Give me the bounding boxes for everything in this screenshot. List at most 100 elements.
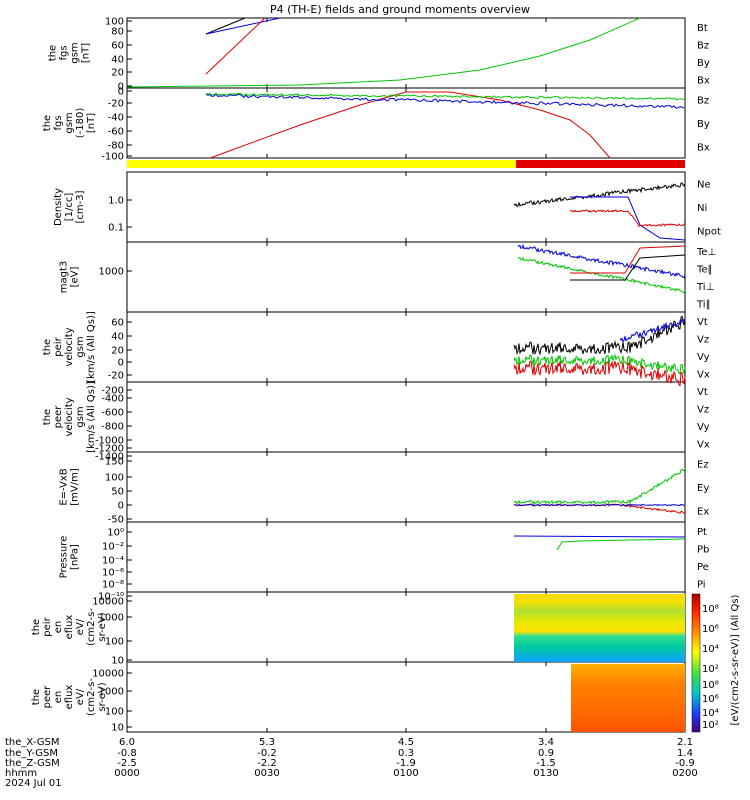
y-axis-label: peir xyxy=(53,336,64,356)
y-axis-label: gsm xyxy=(75,406,86,427)
colorbar-tick: 10² xyxy=(702,720,719,731)
y-tick-label: 10 xyxy=(111,723,124,734)
legend-entry: Vy xyxy=(697,352,710,363)
y-tick-label: 60 xyxy=(111,318,124,329)
y-tick-label: 100 xyxy=(105,473,124,484)
y-axis-label: the xyxy=(42,409,53,425)
y-axis-label: the xyxy=(31,619,42,635)
legend-entry: Pe xyxy=(697,562,709,573)
y-axis-label: gsm xyxy=(64,112,75,133)
series-ni xyxy=(513,182,686,208)
panel-frame xyxy=(126,311,686,383)
y-tick-label: 10⁻² xyxy=(102,542,124,553)
legend-entry: Ni xyxy=(697,203,707,214)
x-axis-value: -2.5 xyxy=(117,758,137,769)
y-tick-label: 20 xyxy=(111,68,124,79)
colorbar-tick: 10⁴ xyxy=(702,644,719,655)
series-ey xyxy=(513,468,686,505)
y-tick-label: -1200 xyxy=(95,444,124,455)
x-axis-row-label: hhmm xyxy=(5,768,37,779)
series-bz xyxy=(205,17,266,75)
spectrogram-electron xyxy=(571,664,685,732)
series-bx xyxy=(205,17,281,35)
y-tick-label: 1000 xyxy=(99,613,124,624)
y-tick-label: -40 xyxy=(108,113,124,124)
y-axis-label: [cm-3] xyxy=(75,190,86,223)
x-axis-value: 0130 xyxy=(533,768,558,779)
y-axis-label: gsm xyxy=(70,42,81,63)
x-axis-value: 0100 xyxy=(393,768,418,779)
x-axis-value: -1.9 xyxy=(396,758,416,769)
panel-frame xyxy=(126,241,686,313)
x-axis-row-label: the_X-GSM xyxy=(5,737,59,748)
y-tick-label: 10⁰ xyxy=(107,528,124,539)
legend-entry: Vt xyxy=(697,317,708,328)
x-axis-value: 0200 xyxy=(672,768,697,779)
series-bx-neg xyxy=(205,93,685,109)
y-axis-label: en xyxy=(53,691,64,704)
x-axis-value: 2.1 xyxy=(677,737,693,748)
y-tick-label: -60 xyxy=(108,127,124,138)
y-tick-label: 20 xyxy=(111,346,124,357)
series-vy xyxy=(513,353,686,375)
legend-entry: Ez xyxy=(697,460,709,471)
y-axis-label: [nPa] xyxy=(70,544,81,570)
y-tick-label: 0.1 xyxy=(108,223,124,234)
y-tick-label: 0 xyxy=(118,87,124,98)
y-axis-label: the xyxy=(42,339,53,355)
series-by xyxy=(126,17,641,88)
x-axis-value: 0.3 xyxy=(398,748,414,759)
legend-entry: Vx xyxy=(697,439,710,450)
y-axis-label: [mV/m] xyxy=(70,468,81,506)
x-axis-value: 0000 xyxy=(114,768,139,779)
colorbar-tick: 10² xyxy=(702,664,719,675)
x-axis-value: 5.3 xyxy=(259,737,275,748)
x-axis-value: -0.8 xyxy=(117,748,137,759)
y-tick-label: 10⁻⁴ xyxy=(102,556,124,567)
colorbar-label: [eV/(cm2-s-sr-eV)] (All Qs) xyxy=(730,594,741,725)
y-tick-label: -800 xyxy=(101,422,124,433)
legend-entry: Bt xyxy=(697,23,708,34)
series-pi xyxy=(513,535,686,538)
x-axis-row-label: the_Z-GSM xyxy=(5,758,60,769)
y-tick-label: 10⁻⁸ xyxy=(102,580,124,591)
series-te-perp xyxy=(570,245,686,274)
x-axis-value: -0.9 xyxy=(675,758,695,769)
series-ex xyxy=(513,503,686,507)
panel-frame xyxy=(126,17,686,89)
y-tick-label: 10⁻¹⁰ xyxy=(98,592,124,603)
colorbar-tick: 10⁸ xyxy=(702,604,719,615)
y-axis-label: sr-eV) xyxy=(97,682,108,711)
y-tick-label: 10 xyxy=(111,656,124,667)
colorbar: 10⁸10⁶10⁴10²10⁸10⁶10⁴10²[eV/(cm2-s-sr-eV… xyxy=(691,593,741,733)
y-tick-label: -1400 xyxy=(95,452,124,463)
status-bar-yellow xyxy=(127,160,516,168)
y-tick-label: 150 xyxy=(105,457,124,468)
x-axis-value: 6.0 xyxy=(119,737,135,748)
legend-entry: Te⊥ xyxy=(696,247,716,258)
y-axis-label: eflux xyxy=(64,615,75,640)
y-tick-label: -400 xyxy=(101,394,124,405)
y-axis-label: fgs xyxy=(53,115,64,130)
y-tick-label: 0 xyxy=(118,358,124,369)
legend-entry: Ti∥ xyxy=(696,299,711,310)
legend-entry: Ti⊥ xyxy=(696,282,714,293)
y-tick-label: -100 xyxy=(101,152,124,163)
panel-frame xyxy=(126,451,686,523)
x-axis-value: 0030 xyxy=(254,768,279,779)
legend-entry: Vz xyxy=(697,404,709,415)
legend-entry: Pi xyxy=(697,579,706,590)
y-axis-label: [km/s (All Qs)] xyxy=(86,311,97,383)
panel-frame xyxy=(126,381,686,453)
y-axis-label: velocity xyxy=(64,397,75,436)
x-axis-value: -1.5 xyxy=(536,758,556,769)
y-axis-label: peir xyxy=(42,616,53,636)
y-tick-label: 0 xyxy=(118,501,124,512)
y-axis-label: the xyxy=(42,115,53,131)
y-tick-label: 0 xyxy=(118,82,124,93)
series-bt xyxy=(205,17,246,35)
x-axis-value: 1.4 xyxy=(677,748,693,759)
series-bz-neg xyxy=(209,91,611,159)
